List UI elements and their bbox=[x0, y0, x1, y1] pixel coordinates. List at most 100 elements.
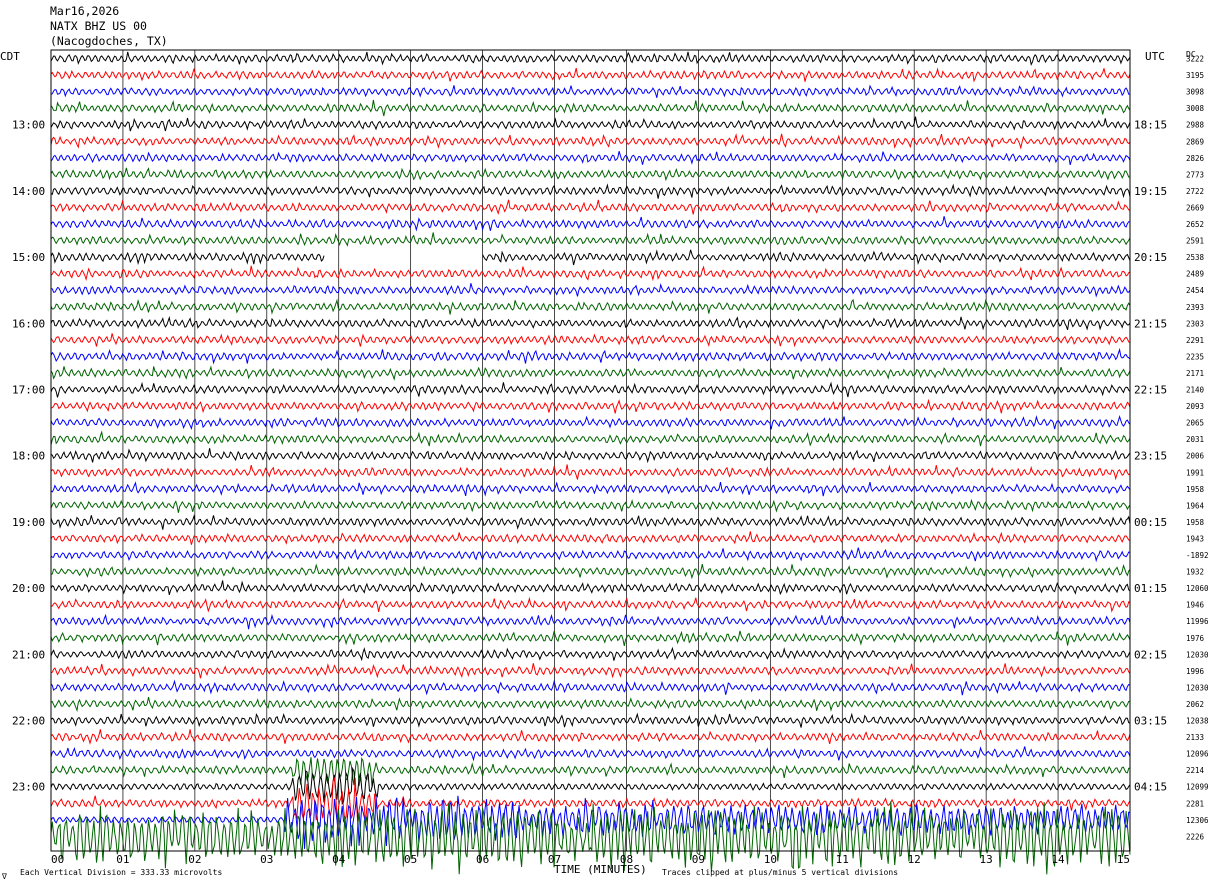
trace-row bbox=[50, 498, 1131, 513]
left-hour-label: 17:00 bbox=[12, 384, 45, 397]
trace-row bbox=[50, 315, 1131, 331]
x-tick-label: 09 bbox=[692, 853, 705, 866]
x-tick-label: 11 bbox=[836, 853, 849, 866]
dc-offset-label: 2140 bbox=[1186, 386, 1205, 395]
left-hour-label: 13:00 bbox=[12, 119, 45, 132]
dc-offset-label: 2214 bbox=[1186, 766, 1205, 775]
left-hour-label: 15:00 bbox=[12, 251, 45, 264]
dc-offset-label: 12038 bbox=[1186, 717, 1209, 726]
trace-row bbox=[50, 84, 1131, 98]
trace-row bbox=[50, 333, 1131, 348]
left-hour-label: 21:00 bbox=[12, 648, 45, 661]
dc-offset-label: 1958 bbox=[1186, 485, 1205, 494]
left-hour-label: 14:00 bbox=[12, 185, 45, 198]
trace-row bbox=[50, 232, 1131, 247]
right-hour-label: 00:15 bbox=[1134, 516, 1167, 529]
trace-row bbox=[50, 729, 1131, 745]
dc-offset-label: 3098 bbox=[1186, 88, 1205, 97]
dc-offset-label: 2281 bbox=[1186, 799, 1204, 808]
dc-offset-label: 2093 bbox=[1186, 402, 1204, 411]
dc-offset-label: -1892 bbox=[1186, 551, 1209, 560]
right-hour-label: 21:15 bbox=[1134, 317, 1167, 330]
trace-row bbox=[50, 183, 1131, 199]
dc-offset-label: 12099 bbox=[1186, 783, 1209, 792]
dc-offset-label: 2988 bbox=[1186, 121, 1205, 130]
right-timezone-label: UTC bbox=[1145, 50, 1165, 63]
trace-row bbox=[50, 51, 1131, 66]
left-hour-label: 19:00 bbox=[12, 516, 45, 529]
trace-row bbox=[50, 249, 1131, 266]
x-tick-label: 15 bbox=[1117, 853, 1130, 866]
dc-offset-label: 2226 bbox=[1186, 832, 1205, 841]
dc-offset-label: 2669 bbox=[1186, 203, 1204, 212]
x-tick-label: 08 bbox=[620, 853, 633, 866]
left-hour-label: 16:00 bbox=[12, 317, 45, 330]
dc-offset-label: 2869 bbox=[1186, 137, 1204, 146]
trace-row bbox=[50, 398, 1131, 414]
footer-scale-note: Each Vertical Division = 333.33 microvol… bbox=[20, 868, 222, 877]
right-hour-label: 19:15 bbox=[1134, 185, 1167, 198]
dc-offset-label: 1943 bbox=[1186, 534, 1204, 543]
right-hour-label: 22:15 bbox=[1134, 384, 1167, 397]
dc-offset-label: 3008 bbox=[1186, 104, 1205, 113]
trace-row bbox=[50, 464, 1131, 481]
dc-offset-label: 2031 bbox=[1186, 435, 1204, 444]
x-tick-label: 00 bbox=[51, 853, 64, 866]
x-tick-label: 03 bbox=[260, 853, 273, 866]
right-hour-label: 20:15 bbox=[1134, 251, 1167, 264]
trace-row bbox=[50, 99, 1131, 117]
right-hour-label: 04:15 bbox=[1134, 781, 1167, 794]
dc-offset-label: 1946 bbox=[1186, 601, 1205, 610]
right-hour-label: 01:15 bbox=[1134, 582, 1167, 595]
left-hour-label: 18:00 bbox=[12, 450, 45, 463]
trace-row bbox=[50, 696, 1131, 713]
dc-offset-label: 2652 bbox=[1186, 220, 1204, 229]
dc-offset-label: 11996 bbox=[1186, 617, 1209, 626]
trace-row bbox=[50, 757, 1131, 788]
trace-row bbox=[50, 531, 1131, 545]
dc-offset-label: 2826 bbox=[1186, 154, 1205, 163]
dc-offset-label: 1958 bbox=[1186, 518, 1205, 527]
dc-offset-label: 12030 bbox=[1186, 650, 1209, 659]
location-label: (Nacogdoches, TX) bbox=[50, 34, 168, 48]
trace-row bbox=[50, 67, 1131, 83]
dc-offset-label: 1996 bbox=[1186, 667, 1205, 676]
seismic-traces bbox=[50, 51, 1131, 875]
x-tick-label: 14 bbox=[1051, 853, 1065, 866]
dc-offset-label: 12030 bbox=[1186, 683, 1209, 692]
dc-offset-label: 12306 bbox=[1186, 816, 1209, 825]
trace-row bbox=[50, 563, 1131, 580]
dc-offset-label: 12096 bbox=[1186, 750, 1209, 759]
trace-row bbox=[50, 547, 1131, 563]
dc-offset-label: 2065 bbox=[1186, 419, 1204, 428]
left-hour-label: 23:00 bbox=[12, 781, 45, 794]
trace-row bbox=[50, 646, 1131, 662]
trace-row bbox=[50, 283, 1131, 298]
station-label: NATX BHZ US 00 bbox=[50, 19, 147, 33]
dc-offset-label: 2171 bbox=[1186, 369, 1204, 378]
dc-offset-label: 2538 bbox=[1186, 253, 1205, 262]
dc-offset-label: 3195 bbox=[1186, 71, 1204, 80]
left-hour-label: 20:00 bbox=[12, 582, 45, 595]
dc-offset-label: 12060 bbox=[1186, 584, 1209, 593]
right-hour-label: 02:15 bbox=[1134, 648, 1167, 661]
left-hour-label: 22:00 bbox=[12, 715, 45, 728]
dc-offset-label: 1932 bbox=[1186, 568, 1204, 577]
trace-row bbox=[50, 151, 1131, 166]
x-tick-label: 12 bbox=[908, 853, 921, 866]
trace-row bbox=[50, 801, 1131, 875]
x-tick-label: 02 bbox=[188, 853, 201, 866]
x-axis-title: TIME (MINUTES) bbox=[554, 863, 647, 876]
trace-row bbox=[50, 298, 1131, 315]
x-tick-label: 05 bbox=[404, 853, 417, 866]
trace-row bbox=[50, 630, 1131, 646]
footer-mark: ∇ bbox=[1, 872, 7, 881]
x-tick-label: 06 bbox=[476, 853, 489, 866]
left-timezone-label: CDT bbox=[0, 50, 20, 63]
trace-row bbox=[50, 265, 1131, 282]
dc-offset-label: 2062 bbox=[1186, 700, 1204, 709]
trace-row bbox=[50, 596, 1131, 613]
trace-row bbox=[50, 415, 1131, 430]
trace-row bbox=[50, 448, 1131, 464]
dc-offset-label: 2722 bbox=[1186, 187, 1204, 196]
